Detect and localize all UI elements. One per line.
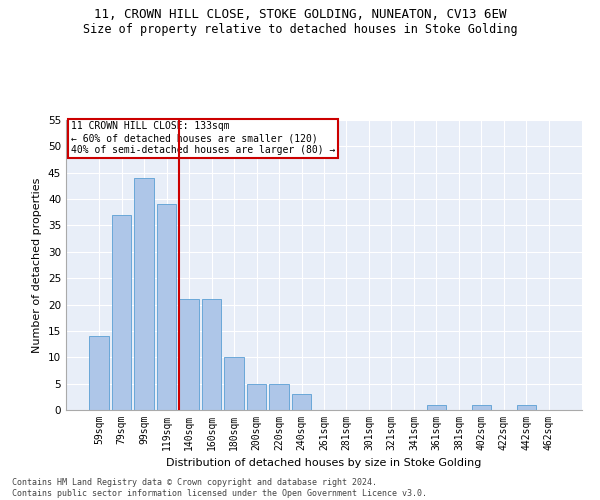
Bar bbox=[134, 178, 154, 410]
Text: 11, CROWN HILL CLOSE, STOKE GOLDING, NUNEATON, CV13 6EW: 11, CROWN HILL CLOSE, STOKE GOLDING, NUN… bbox=[94, 8, 506, 20]
Bar bbox=[112, 215, 131, 410]
Bar bbox=[517, 404, 536, 410]
Text: Size of property relative to detached houses in Stoke Golding: Size of property relative to detached ho… bbox=[83, 22, 517, 36]
X-axis label: Distribution of detached houses by size in Stoke Golding: Distribution of detached houses by size … bbox=[166, 458, 482, 468]
Text: 11 CROWN HILL CLOSE: 133sqm
← 60% of detached houses are smaller (120)
40% of se: 11 CROWN HILL CLOSE: 133sqm ← 60% of det… bbox=[71, 122, 335, 154]
Bar bbox=[157, 204, 176, 410]
Bar bbox=[247, 384, 266, 410]
Bar bbox=[269, 384, 289, 410]
Bar bbox=[427, 404, 446, 410]
Bar bbox=[224, 358, 244, 410]
Bar bbox=[89, 336, 109, 410]
Y-axis label: Number of detached properties: Number of detached properties bbox=[32, 178, 43, 352]
Bar bbox=[179, 300, 199, 410]
Bar bbox=[472, 404, 491, 410]
Text: Contains HM Land Registry data © Crown copyright and database right 2024.
Contai: Contains HM Land Registry data © Crown c… bbox=[12, 478, 427, 498]
Bar bbox=[292, 394, 311, 410]
Bar bbox=[202, 300, 221, 410]
